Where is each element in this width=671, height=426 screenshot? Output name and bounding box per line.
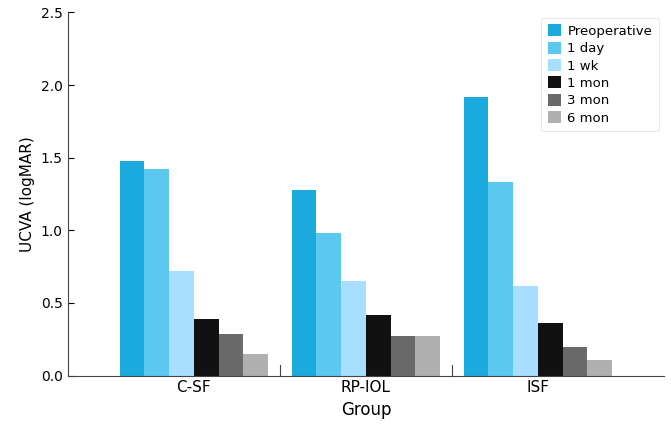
- Bar: [169, 271, 194, 376]
- Bar: [513, 285, 538, 376]
- Bar: [415, 337, 440, 376]
- Bar: [144, 170, 169, 376]
- Bar: [219, 334, 244, 376]
- Bar: [119, 161, 144, 376]
- Bar: [464, 97, 488, 376]
- X-axis label: Group: Group: [341, 401, 391, 419]
- Legend: Preoperative, 1 day, 1 wk, 1 mon, 3 mon, 6 mon: Preoperative, 1 day, 1 wk, 1 mon, 3 mon,…: [541, 18, 659, 131]
- Bar: [587, 360, 612, 376]
- Bar: [366, 315, 391, 376]
- Bar: [563, 347, 587, 376]
- Bar: [391, 337, 415, 376]
- Bar: [341, 281, 366, 376]
- Bar: [317, 233, 341, 376]
- Bar: [194, 319, 219, 376]
- Y-axis label: UCVA (logMAR): UCVA (logMAR): [20, 136, 36, 252]
- Bar: [538, 323, 563, 376]
- Bar: [292, 190, 317, 376]
- Bar: [488, 182, 513, 376]
- Bar: [244, 354, 268, 376]
